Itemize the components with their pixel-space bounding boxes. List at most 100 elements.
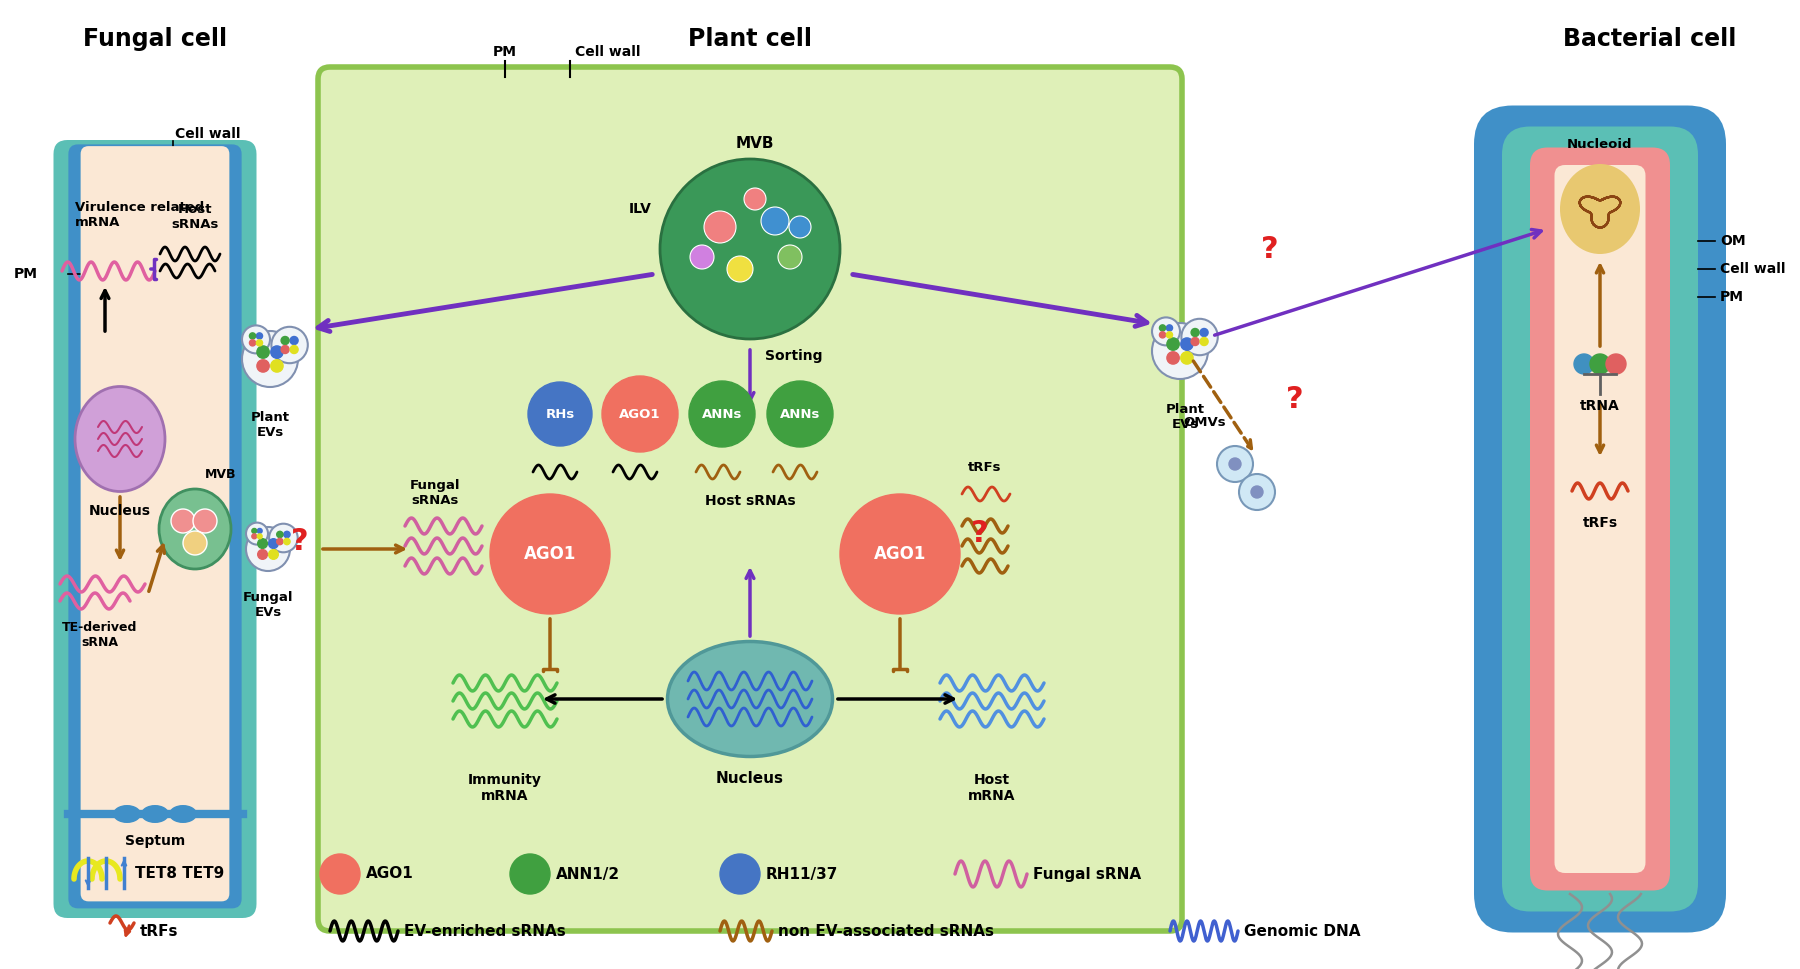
Circle shape: [277, 531, 283, 538]
Text: Fungal sRNA: Fungal sRNA: [1033, 866, 1141, 882]
Circle shape: [270, 346, 283, 359]
Text: Sorting: Sorting: [765, 349, 823, 363]
Circle shape: [1166, 331, 1172, 338]
Circle shape: [661, 159, 841, 339]
Circle shape: [761, 207, 788, 235]
Text: Immunity
mRNA: Immunity mRNA: [468, 773, 542, 803]
Circle shape: [490, 494, 610, 614]
Circle shape: [727, 256, 752, 282]
Text: TE-derived
sRNA: TE-derived sRNA: [63, 621, 137, 649]
Text: Cell wall: Cell wall: [175, 127, 241, 141]
Circle shape: [284, 531, 290, 538]
Text: Fungal
EVs: Fungal EVs: [243, 591, 293, 619]
Text: Host
mRNA: Host mRNA: [968, 773, 1015, 803]
Circle shape: [1181, 352, 1193, 364]
FancyBboxPatch shape: [1501, 127, 1697, 912]
Circle shape: [257, 549, 268, 559]
Text: Nucleoid: Nucleoid: [1568, 138, 1633, 151]
Text: PM: PM: [493, 45, 517, 59]
Text: AGO1: AGO1: [873, 545, 927, 563]
Circle shape: [704, 211, 736, 243]
Circle shape: [1192, 337, 1199, 346]
Text: MVB: MVB: [736, 136, 774, 151]
Text: ANNs: ANNs: [702, 408, 742, 421]
Circle shape: [268, 549, 279, 559]
Circle shape: [1159, 331, 1166, 338]
Circle shape: [778, 245, 803, 269]
Circle shape: [241, 326, 270, 354]
Text: Plant cell: Plant cell: [688, 27, 812, 51]
Circle shape: [1181, 338, 1193, 350]
Circle shape: [250, 340, 256, 346]
Text: PM: PM: [1721, 290, 1744, 304]
Text: Septum: Septum: [124, 834, 185, 848]
Text: Cell wall: Cell wall: [574, 45, 641, 59]
Text: Fungal cell: Fungal cell: [83, 27, 227, 51]
Circle shape: [257, 528, 263, 533]
Text: Plant
EVs: Plant EVs: [250, 411, 290, 439]
Circle shape: [1217, 446, 1253, 482]
Circle shape: [767, 381, 833, 447]
Circle shape: [184, 531, 207, 555]
Ellipse shape: [113, 805, 140, 823]
Circle shape: [290, 336, 299, 345]
Text: ?: ?: [972, 519, 988, 548]
Ellipse shape: [668, 641, 832, 757]
Ellipse shape: [140, 805, 169, 823]
Circle shape: [257, 534, 263, 539]
Ellipse shape: [76, 387, 166, 491]
Text: RHs: RHs: [545, 408, 574, 421]
Circle shape: [290, 346, 299, 354]
Text: Cell wall: Cell wall: [1721, 262, 1786, 276]
Circle shape: [281, 336, 290, 345]
Circle shape: [1229, 458, 1240, 470]
Text: OMVs: OMVs: [1184, 416, 1226, 429]
Circle shape: [1166, 325, 1172, 331]
Circle shape: [320, 854, 360, 894]
Text: ANNs: ANNs: [779, 408, 821, 421]
FancyBboxPatch shape: [319, 67, 1183, 931]
Text: Fungal
sRNAs: Fungal sRNAs: [410, 479, 461, 507]
Text: Plant
EVs: Plant EVs: [1166, 403, 1204, 431]
Circle shape: [257, 359, 270, 372]
Circle shape: [1152, 323, 1208, 379]
Ellipse shape: [169, 805, 196, 823]
FancyBboxPatch shape: [1530, 147, 1670, 891]
Text: tRFs: tRFs: [968, 461, 1003, 474]
Text: OM: OM: [1721, 234, 1746, 248]
Ellipse shape: [1561, 164, 1640, 254]
Circle shape: [268, 539, 279, 548]
Circle shape: [527, 382, 592, 446]
Circle shape: [689, 381, 754, 447]
Text: tRFs: tRFs: [1582, 516, 1618, 530]
Circle shape: [1251, 486, 1264, 498]
Text: AGO1: AGO1: [524, 545, 576, 563]
Circle shape: [268, 523, 297, 552]
Circle shape: [277, 539, 283, 545]
Circle shape: [272, 327, 308, 363]
Text: Bacterial cell: Bacterial cell: [1564, 27, 1737, 51]
Circle shape: [1159, 325, 1166, 331]
Circle shape: [1166, 338, 1179, 350]
Text: MVB: MVB: [205, 468, 236, 481]
Circle shape: [1573, 354, 1595, 374]
FancyBboxPatch shape: [1555, 165, 1645, 873]
Circle shape: [601, 376, 679, 452]
Text: tRFs: tRFs: [140, 923, 178, 939]
Text: tRNA: tRNA: [1580, 399, 1620, 413]
Circle shape: [689, 245, 715, 269]
Circle shape: [743, 188, 767, 210]
Circle shape: [281, 346, 290, 354]
Circle shape: [252, 528, 257, 533]
Circle shape: [1166, 352, 1179, 364]
Circle shape: [841, 494, 959, 614]
Text: Host sRNAs: Host sRNAs: [704, 494, 796, 508]
Circle shape: [250, 333, 256, 339]
Text: ?: ?: [292, 526, 310, 555]
Text: TET8 TET9: TET8 TET9: [135, 866, 225, 882]
Circle shape: [788, 216, 812, 238]
Text: ANN1/2: ANN1/2: [556, 866, 621, 882]
Text: Nucleus: Nucleus: [88, 504, 151, 518]
Circle shape: [1606, 354, 1625, 374]
Circle shape: [252, 534, 257, 539]
